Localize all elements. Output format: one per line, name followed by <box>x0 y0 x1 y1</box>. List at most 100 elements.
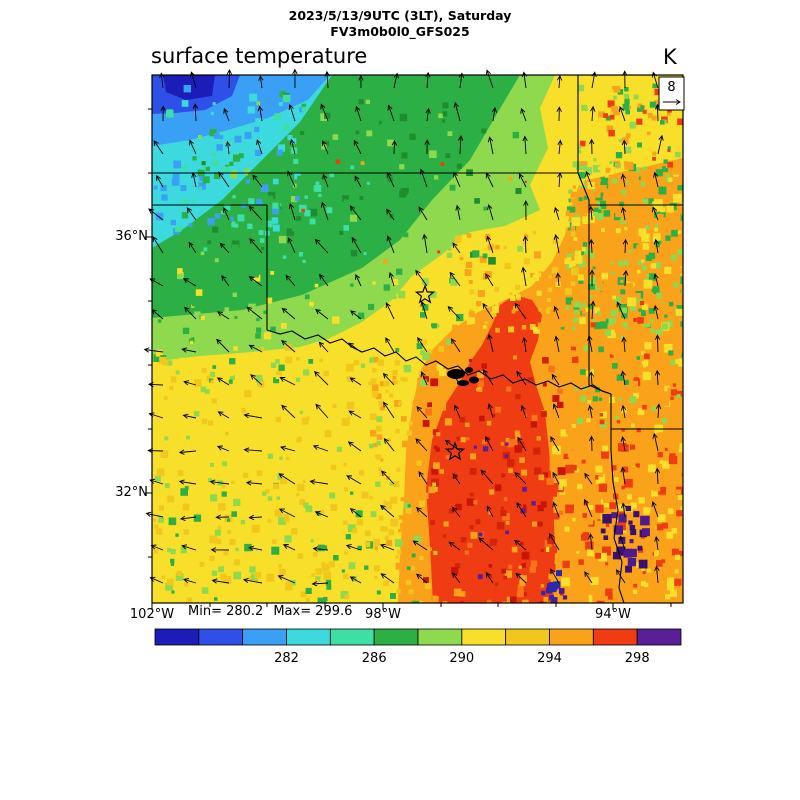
speckle <box>438 113 443 118</box>
speckle <box>581 459 586 464</box>
speckle <box>405 496 409 501</box>
wind-arrow <box>258 75 264 89</box>
speckle <box>297 553 304 559</box>
speckle <box>600 228 605 232</box>
speckle <box>477 380 484 387</box>
wind-arrow <box>314 238 329 254</box>
speckle <box>588 594 592 599</box>
speckle <box>153 354 162 362</box>
lake-shape <box>469 376 479 384</box>
speckle <box>309 231 315 237</box>
speckle <box>221 484 226 489</box>
speckle <box>653 484 661 492</box>
speckle <box>251 524 260 533</box>
speckle <box>273 483 279 490</box>
wind-arrow <box>184 306 197 320</box>
speckle <box>254 571 262 579</box>
wind-arrow <box>556 74 563 89</box>
speckle <box>432 487 438 492</box>
speckle <box>571 424 576 429</box>
speckle <box>637 103 643 109</box>
speckle <box>648 252 656 260</box>
speckle <box>649 101 656 108</box>
speckle <box>266 220 273 228</box>
speckle <box>588 505 594 510</box>
speckle <box>298 252 304 257</box>
speckle <box>635 167 642 173</box>
speckle <box>237 214 245 222</box>
speckle <box>638 497 645 504</box>
speckle <box>161 359 168 366</box>
speckle <box>187 334 192 339</box>
speckle <box>394 380 399 384</box>
speckle <box>605 174 609 178</box>
speckle <box>665 173 670 178</box>
wind-arrow <box>584 571 593 584</box>
speckle <box>383 580 390 587</box>
speckle <box>646 274 650 278</box>
speckle <box>330 464 337 471</box>
speckle <box>363 155 369 161</box>
state-borders <box>152 75 683 603</box>
speckle <box>597 373 604 380</box>
speckle <box>473 500 478 505</box>
speckle <box>301 208 305 213</box>
speckle <box>219 135 224 140</box>
speckle <box>572 161 579 168</box>
speckle <box>609 396 616 403</box>
speckle <box>154 524 159 529</box>
speckle <box>270 271 275 275</box>
speckle <box>483 206 488 211</box>
wind-arrow <box>451 506 461 518</box>
speckle <box>250 269 259 278</box>
speckle <box>623 93 629 99</box>
speckle <box>314 578 319 583</box>
speckle <box>569 372 573 376</box>
speckle <box>673 193 682 203</box>
speckle <box>316 195 322 201</box>
speckle <box>233 571 242 580</box>
speckle <box>230 374 235 380</box>
speckle <box>631 569 636 574</box>
speckle <box>208 121 214 127</box>
speckle <box>681 286 683 295</box>
speckle <box>153 549 159 554</box>
speckle <box>220 573 227 580</box>
wind-arrow <box>152 236 164 254</box>
speckle <box>654 227 658 232</box>
speckle <box>488 257 496 265</box>
speckle <box>412 600 420 603</box>
speckle <box>533 326 540 334</box>
speckle <box>518 565 522 570</box>
speckle <box>571 356 579 363</box>
speckle <box>636 118 643 125</box>
speckle <box>630 423 635 428</box>
speckle <box>593 158 597 162</box>
speckle <box>422 420 430 427</box>
wind-arrow <box>654 565 660 584</box>
speckle <box>595 475 600 480</box>
speckle <box>248 303 256 312</box>
speckle <box>595 387 600 393</box>
speckle <box>580 369 586 375</box>
speckle <box>590 322 596 328</box>
speckle <box>427 349 433 354</box>
speckle <box>646 131 651 136</box>
speckle <box>515 394 521 400</box>
speckle <box>682 298 683 306</box>
speckle <box>515 434 521 440</box>
speckle <box>469 308 473 313</box>
speckle <box>637 106 643 112</box>
speckle <box>230 316 236 321</box>
speckle <box>642 265 647 271</box>
speckle <box>455 563 461 569</box>
speckle <box>633 511 640 518</box>
speckle <box>672 383 677 387</box>
speckle <box>224 166 231 173</box>
speckle <box>332 134 339 140</box>
speckle <box>563 221 570 228</box>
wind-arrow <box>379 504 395 518</box>
speckle <box>609 170 614 175</box>
speckle <box>627 320 636 328</box>
speckle <box>624 478 633 488</box>
